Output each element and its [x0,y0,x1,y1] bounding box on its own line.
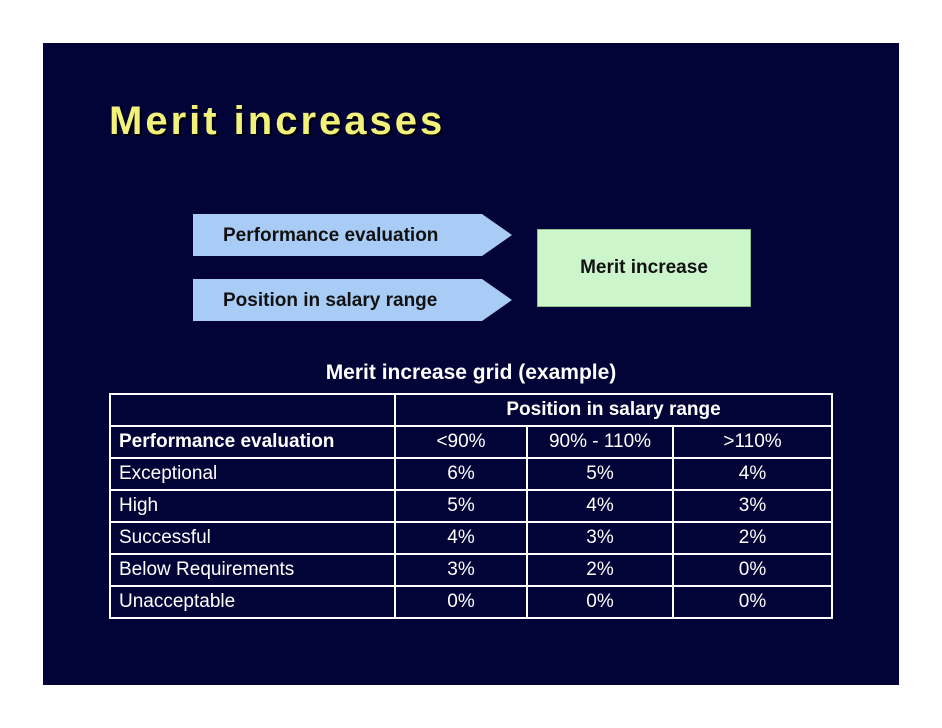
table-cell: 0% [671,553,834,587]
table-cell: 6% [394,457,528,491]
input-arrow-performance: Performance evaluation [193,214,512,256]
slide-title: Merit increases [109,99,446,143]
table-cell: 0% [526,585,674,619]
table-row-label: Successful [109,521,396,555]
table-cell: 3% [394,553,528,587]
table-cell: 0% [394,585,528,619]
table-row-label: Below Requirements [109,553,396,587]
table-header-row: Performance evaluation <90% 90% - 110% >… [109,425,834,459]
table-row-label: Exceptional [109,457,396,491]
table-column-header: <90% [394,425,528,459]
table-super-header-row: Position in salary range [109,393,834,427]
input-arrow-label: Position in salary range [223,290,438,311]
table-cell: 4% [671,457,834,491]
output-box-label: Merit increase [580,257,708,278]
table-cell: 3% [671,489,834,523]
table-cell: 3% [526,521,674,555]
table-cell: 4% [394,521,528,555]
table-row-label: High [109,489,396,523]
table-row: Below Requirements 3% 2% 0% [109,553,834,587]
table-cell: 2% [526,553,674,587]
table-column-header: >110% [671,425,834,459]
table-cell: 5% [526,457,674,491]
table-cell: 2% [671,521,834,555]
table-super-header: Position in salary range [393,393,834,427]
table-cell: 4% [526,489,674,523]
table-cell: 0% [671,585,834,619]
table-column-header: 90% - 110% [526,425,674,459]
grid-caption: Merit increase grid (example) [325,361,617,384]
merit-grid-table: Position in salary range Performance eva… [109,393,834,619]
table-corner-cell [109,393,396,427]
table-row: Exceptional 6% 5% 4% [109,457,834,491]
input-arrow-position: Position in salary range [193,279,512,321]
table-row: Successful 4% 3% 2% [109,521,834,555]
table-row: Unacceptable 0% 0% 0% [109,585,834,619]
table-row-header-label: Performance evaluation [109,425,396,459]
table-cell: 5% [394,489,528,523]
output-box-merit-increase: Merit increase [537,229,751,307]
table-row: High 5% 4% 3% [109,489,834,523]
table-row-label: Unacceptable [109,585,396,619]
slide: Merit increases Performance evaluation P… [43,43,899,685]
input-arrow-label: Performance evaluation [223,225,439,246]
